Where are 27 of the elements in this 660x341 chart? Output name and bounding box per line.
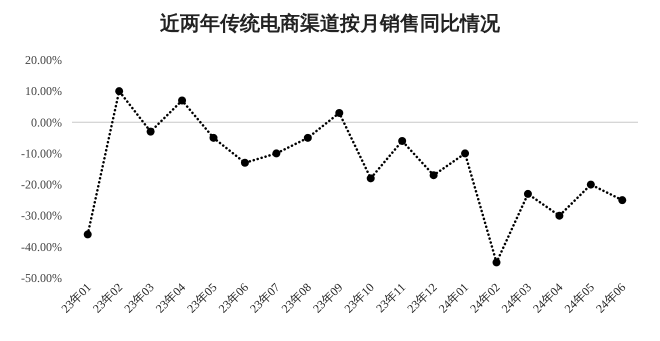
y-tick-label: -30.00% [21, 208, 62, 223]
y-tick-label: -40.00% [21, 240, 62, 254]
point [586, 180, 595, 189]
y-tick-label: -20.00% [21, 178, 62, 192]
point [335, 108, 344, 117]
y-tick-label: 10.00% [25, 84, 62, 98]
point [618, 196, 626, 204]
point [555, 212, 564, 220]
point [430, 171, 438, 180]
point [461, 149, 470, 158]
point [84, 230, 92, 238]
point [524, 190, 532, 198]
point [492, 258, 500, 266]
y-tick-label: 20.00% [25, 53, 62, 67]
point [398, 136, 406, 145]
point [178, 96, 186, 104]
y-tick-label: 0.00% [31, 115, 62, 130]
y-tick-label: -10.00% [21, 146, 62, 160]
point [146, 128, 155, 136]
point [304, 134, 312, 142]
point [210, 134, 218, 142]
chart-title: 近两年传统电商渠道按月销售同比情况 [159, 12, 501, 35]
point [115, 87, 124, 96]
point [366, 174, 375, 182]
y-tick-label: -50.00% [21, 271, 62, 285]
point [240, 158, 249, 167]
point [272, 149, 280, 158]
